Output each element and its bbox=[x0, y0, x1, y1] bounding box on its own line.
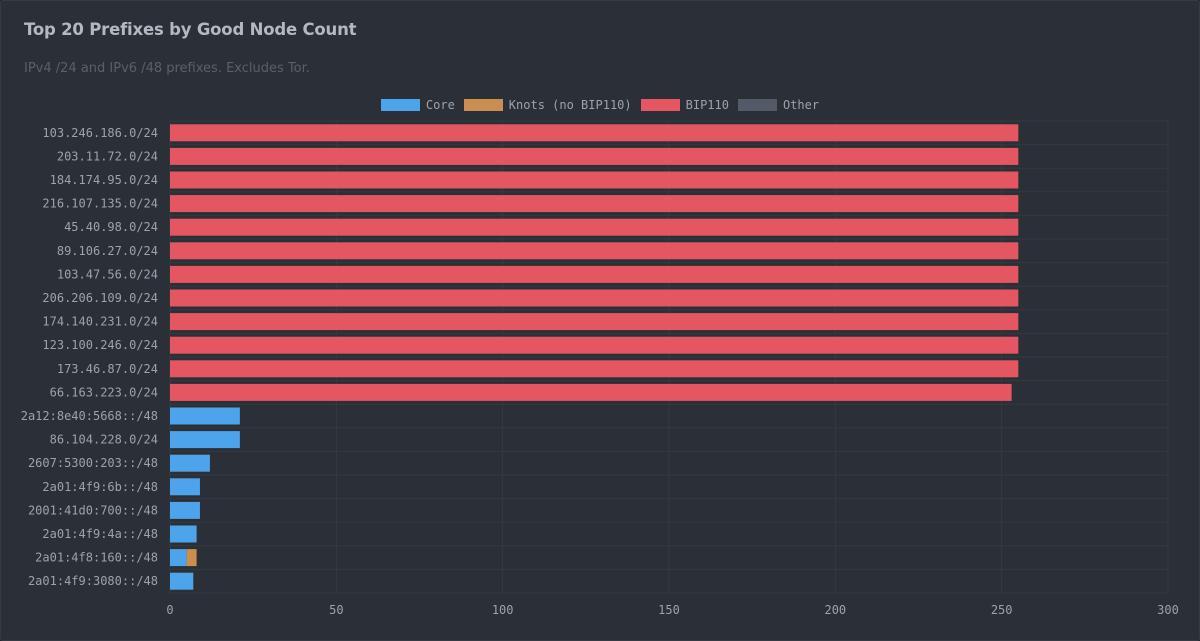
y-tick-label: 206.206.109.0/24 bbox=[42, 291, 158, 305]
bar-bip110 bbox=[170, 265, 1019, 283]
legend-item-other[interactable]: Other bbox=[737, 96, 820, 114]
bar-bip110 bbox=[170, 360, 1019, 378]
y-tick-label: 2001:41d0:700::/48 bbox=[28, 503, 158, 517]
bar-bip110 bbox=[170, 171, 1019, 189]
bar-bip110 bbox=[170, 242, 1019, 260]
bar-core bbox=[170, 501, 200, 519]
bar-core bbox=[170, 525, 197, 543]
x-tick-label: 300 bbox=[1157, 603, 1179, 617]
bar-bip110 bbox=[170, 147, 1019, 165]
legend-label-bip110: BIP110 bbox=[685, 98, 729, 112]
bar-core bbox=[170, 572, 194, 590]
bar-core bbox=[170, 454, 210, 472]
bar-bip110 bbox=[170, 218, 1019, 236]
x-tick-label: 100 bbox=[492, 603, 514, 617]
y-tick-label: 216.107.135.0/24 bbox=[42, 197, 158, 211]
legend-item-bip110[interactable]: BIP110 bbox=[640, 96, 729, 114]
legend-item-knots[interactable]: Knots (no BIP110) bbox=[463, 96, 632, 114]
x-tick-label: 50 bbox=[329, 603, 343, 617]
x-tick-label: 200 bbox=[824, 603, 846, 617]
y-tick-label: 2a01:4f8:160::/48 bbox=[35, 551, 158, 565]
chart-title: Top 20 Prefixes by Good Node Count bbox=[24, 20, 357, 39]
bar-core bbox=[170, 407, 240, 425]
y-tick-label: 89.106.27.0/24 bbox=[57, 244, 158, 258]
bar-core bbox=[170, 478, 200, 496]
bar-bip110 bbox=[170, 313, 1019, 331]
y-tick-label: 86.104.228.0/24 bbox=[50, 433, 158, 447]
y-tick-label: 174.140.231.0/24 bbox=[42, 315, 158, 329]
bar-bip110 bbox=[170, 195, 1019, 213]
bar-core bbox=[170, 549, 187, 567]
y-tick-label: 66.163.223.0/24 bbox=[50, 385, 158, 399]
y-tick-label: 203.11.72.0/24 bbox=[57, 149, 158, 163]
chart-legend: Core Knots (no BIP110) BIP110 Other bbox=[0, 96, 1200, 114]
legend-item-core[interactable]: Core bbox=[380, 96, 455, 114]
bar-core bbox=[170, 431, 240, 449]
y-tick-label: 2a01:4f9:6b::/48 bbox=[42, 480, 158, 494]
y-tick-label: 173.46.87.0/24 bbox=[57, 362, 158, 376]
x-tick-label: 0 bbox=[166, 603, 173, 617]
y-tick-label: 184.174.95.0/24 bbox=[50, 173, 158, 187]
legend-swatch-bip110 bbox=[640, 99, 680, 111]
legend-label-knots: Knots (no BIP110) bbox=[508, 98, 632, 112]
y-tick-label: 2a01:4f9:4a::/48 bbox=[42, 527, 158, 541]
y-tick-label: 2607:5300:203::/48 bbox=[28, 456, 158, 470]
legend-swatch-knots bbox=[463, 99, 503, 111]
x-tick-label: 150 bbox=[658, 603, 680, 617]
y-tick-label: 103.246.186.0/24 bbox=[42, 126, 158, 140]
y-tick-label: 2a12:8e40:5668::/48 bbox=[21, 409, 158, 423]
x-tick-label: 250 bbox=[991, 603, 1013, 617]
bar-knots-no-bip110 bbox=[186, 549, 197, 567]
y-tick-label: 2a01:4f9:3080::/48 bbox=[28, 574, 158, 588]
bar-bip110 bbox=[170, 289, 1019, 307]
legend-label-other: Other bbox=[782, 98, 820, 112]
y-tick-label: 103.47.56.0/24 bbox=[57, 267, 158, 281]
bar-bip110 bbox=[170, 383, 1012, 401]
legend-label-core: Core bbox=[425, 98, 455, 112]
bar-bip110 bbox=[170, 336, 1019, 354]
y-tick-label: 123.100.246.0/24 bbox=[42, 338, 158, 352]
bar-bip110 bbox=[170, 124, 1019, 142]
chart-subtitle: IPv4 /24 and IPv6 /48 prefixes. Excludes… bbox=[24, 61, 310, 76]
legend-swatch-core bbox=[380, 99, 420, 111]
y-tick-label: 45.40.98.0/24 bbox=[64, 220, 158, 234]
legend-swatch-other bbox=[737, 99, 777, 111]
